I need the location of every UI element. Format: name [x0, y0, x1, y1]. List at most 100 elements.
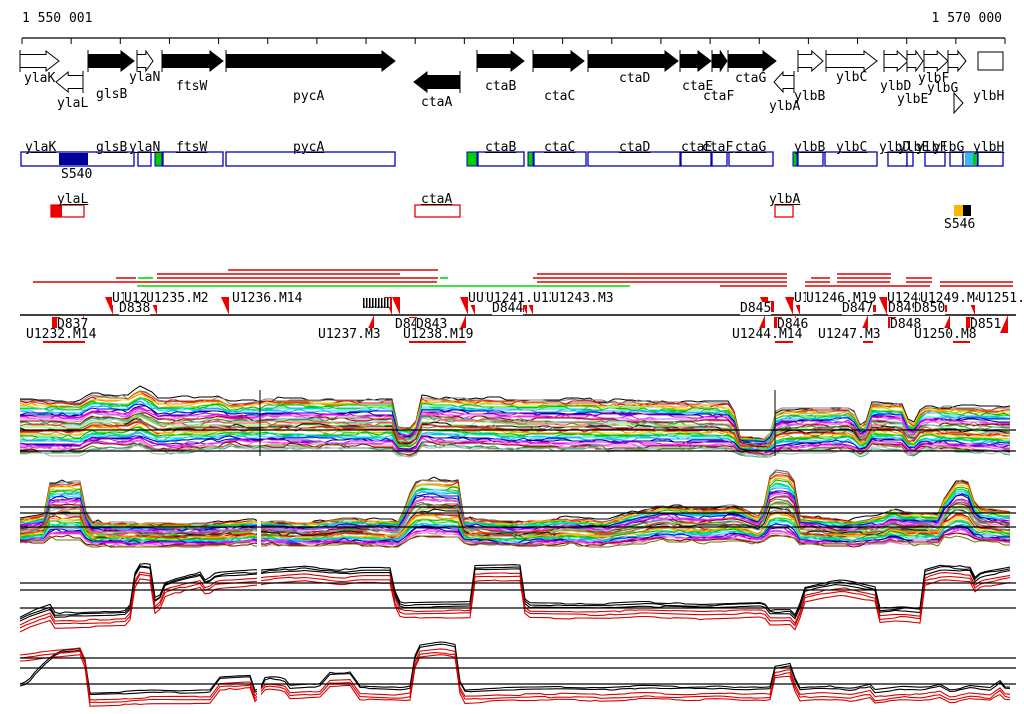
- gene-arrow-ylbE[interactable]: [906, 49, 924, 73]
- probe-label-D837[interactable]: D837: [57, 317, 89, 332]
- segment-box[interactable]: [924, 151, 946, 167]
- gene-arrow-ylbF[interactable]: [923, 49, 949, 73]
- box-label-ylbG[interactable]: ylbG: [933, 140, 965, 155]
- segment-box[interactable]: [680, 151, 712, 167]
- probe-label-D848[interactable]: D848: [890, 317, 922, 332]
- box-label-ylbE[interactable]: ylbE: [898, 140, 930, 155]
- green-segment[interactable]: [527, 151, 534, 167]
- gene-label-ctaC: ctaC: [544, 89, 576, 104]
- box-label-ylbF[interactable]: ylbF: [916, 140, 948, 155]
- green-segment[interactable]: [792, 151, 798, 167]
- probe-flag-up[interactable]: [105, 297, 113, 315]
- gene-arrow-ftsW[interactable]: [161, 49, 224, 73]
- segment-box[interactable]: [162, 151, 224, 167]
- segment-box[interactable]: [137, 151, 152, 167]
- gene-arrow-ylaN[interactable]: [136, 49, 154, 73]
- segment-box[interactable]: [728, 151, 774, 167]
- box-label-ctaC[interactable]: ctaC: [544, 140, 576, 155]
- coordinate-start: 1 550 001: [22, 11, 93, 26]
- box-label-ylbC[interactable]: ylbC: [836, 140, 868, 155]
- gene-arrow-ctaA[interactable]: [413, 70, 461, 94]
- probe-label-D838[interactable]: D838: [119, 301, 151, 316]
- gene-arrow-ctaE[interactable]: [679, 49, 712, 73]
- gene-arrow-ylbG[interactable]: [947, 49, 967, 73]
- probe-label-D846[interactable]: D846: [777, 317, 809, 332]
- probe-label-U1246.M19[interactable]: U1246.M19: [806, 291, 877, 306]
- box-label-ylaN[interactable]: ylaN: [129, 140, 161, 155]
- probe-label-U1241.M1[interactable]: U1241.M1: [486, 291, 549, 306]
- box-label-glsB[interactable]: glsB: [96, 140, 128, 155]
- probe-label-U1244.M14[interactable]: U1244.M14: [732, 327, 803, 342]
- box-label-ctaG[interactable]: ctaG: [735, 140, 767, 155]
- probe-label-U1232.M14[interactable]: U1232.M14: [26, 327, 97, 342]
- box-label-ctaB[interactable]: ctaB: [485, 140, 517, 155]
- gene-label-glsB: glsB: [96, 87, 128, 102]
- segment-box[interactable]: [824, 151, 878, 167]
- box-label-ylaK[interactable]: ylaK: [25, 140, 57, 155]
- box-label-ylbH[interactable]: ylbH: [973, 140, 1005, 155]
- gene-arrow-glsB[interactable]: [87, 49, 135, 73]
- box-label-pycA[interactable]: pycA: [293, 140, 325, 155]
- probe-label-U1237.M3[interactable]: U1237.M3: [318, 327, 381, 342]
- probe-label-U1236.M14[interactable]: U1236.M14: [232, 291, 303, 306]
- segment-box[interactable]: [711, 151, 728, 167]
- probe-label-U1243.M3[interactable]: U1243.M3: [551, 291, 614, 306]
- gene-arrow-ylaL[interactable]: [55, 70, 84, 94]
- segment-box[interactable]: [587, 151, 681, 167]
- hatched-probe-box[interactable]: D839D841D842: [363, 298, 390, 308]
- gene-arrow-ylbH[interactable]: [977, 51, 1004, 71]
- expression-line: [19, 479, 1010, 529]
- gene-arrow-ylbA[interactable]: [773, 70, 795, 94]
- green-segment[interactable]: [466, 151, 478, 167]
- probe-label-D844[interactable]: D844: [492, 301, 524, 316]
- gene-arrow-ctaG[interactable]: [727, 49, 777, 73]
- gene-arrow-ylbC[interactable]: [825, 49, 878, 73]
- red-box-label-ylbA[interactable]: ylbA: [769, 192, 801, 207]
- probe-flag-up[interactable]: [221, 297, 229, 315]
- segment-box[interactable]: [797, 151, 824, 167]
- probe-label-D851[interactable]: D851: [970, 317, 1002, 332]
- box-label-ctaF[interactable]: ctaF: [702, 140, 734, 155]
- probe-label-D845[interactable]: D845: [740, 301, 772, 316]
- gene-arrow-ylbD[interactable]: [883, 49, 909, 73]
- gene-arrow-ctaF[interactable]: [711, 49, 728, 73]
- segment-box[interactable]: [977, 151, 1004, 167]
- gene-arrow-ctaB[interactable]: [476, 49, 525, 73]
- segment-box[interactable]: [533, 151, 587, 167]
- probe-flag-up[interactable]: [392, 297, 400, 315]
- box-label-ylbD[interactable]: ylbD: [879, 140, 911, 155]
- expression-line: [20, 412, 1010, 448]
- red-box-label-ylaL[interactable]: ylaL: [57, 192, 89, 207]
- probe-label-U1247.M3[interactable]: U1247.M3: [818, 327, 881, 342]
- probe-flag-up[interactable]: [460, 297, 468, 315]
- segment-box[interactable]: [477, 151, 525, 167]
- red-box-label-ctaA[interactable]: ctaA: [421, 192, 453, 207]
- segment-box[interactable]: [225, 151, 396, 167]
- probe-label-U1249.M4[interactable]: U1249.M4: [920, 291, 983, 306]
- red-segment-box[interactable]: [774, 204, 794, 218]
- red-segment-box[interactable]: [414, 204, 461, 218]
- gene-arrow-ctaD[interactable]: [587, 49, 679, 73]
- probe-label-D849[interactable]: D849: [888, 301, 920, 316]
- probe-label-D847[interactable]: D847: [842, 301, 874, 316]
- box-label-ctaD[interactable]: ctaD: [619, 140, 651, 155]
- probe-flag-up[interactable]: [879, 297, 887, 315]
- gene-arrow-ylaK[interactable]: [19, 49, 60, 73]
- probe-label-U1250.M8[interactable]: U1250.M8: [914, 327, 977, 342]
- probe-square[interactable]: [52, 317, 60, 328]
- probe-flag-up[interactable]: [785, 297, 793, 315]
- probe-label-D850[interactable]: D850: [914, 301, 946, 316]
- box-label-ylbB[interactable]: ylbB: [794, 140, 826, 155]
- gene-arrow-ctaC[interactable]: [532, 49, 585, 73]
- probe-flag-down[interactable]: [1000, 315, 1008, 333]
- probe-label-U1251.M1[interactable]: U1251.M1: [978, 292, 1024, 305]
- green-segment[interactable]: [154, 151, 163, 167]
- gene-arrow-ylbB[interactable]: [797, 49, 824, 73]
- probe-label-U1238.M19[interactable]: U1238.M19: [403, 327, 474, 342]
- box-label-ctaE[interactable]: ctaE: [681, 140, 713, 155]
- segment-box[interactable]: [906, 151, 914, 167]
- probe-label-D843[interactable]: D843: [416, 317, 448, 332]
- box-label-ftsW[interactable]: ftsW: [176, 140, 208, 155]
- probe-label-U1235.M2[interactable]: U1235.M2: [146, 291, 209, 306]
- gene-arrow-pycA[interactable]: [225, 49, 396, 73]
